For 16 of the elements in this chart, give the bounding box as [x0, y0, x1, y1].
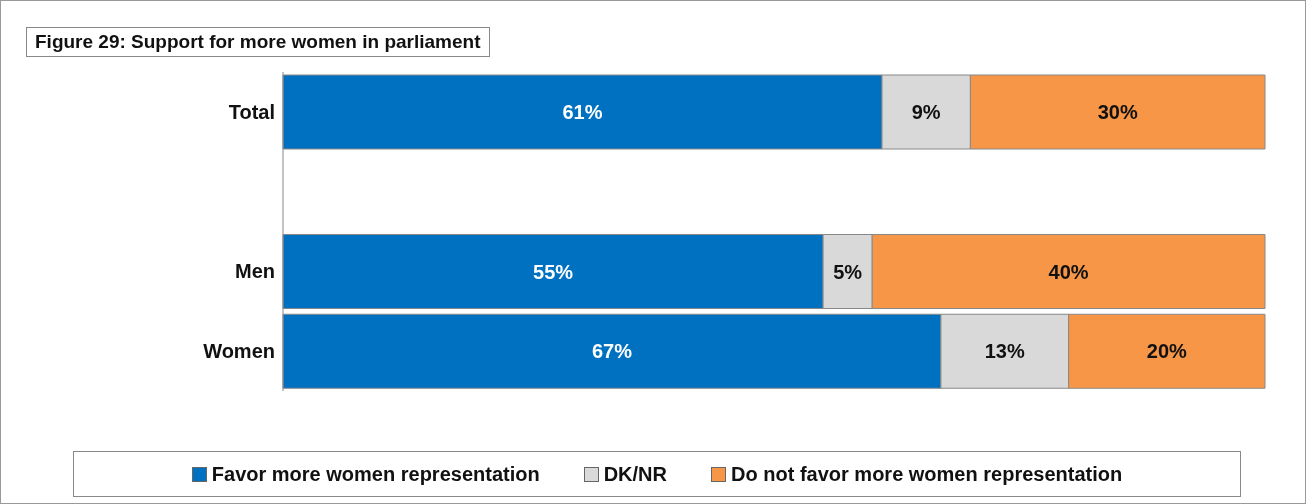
y-tick-label: Total [228, 100, 275, 123]
data-label: 9% [911, 101, 941, 123]
legend-label: DK/NR [602, 462, 668, 486]
legend-label: Do not favor more women representation [730, 462, 1123, 486]
text: Favor more women representation [210, 462, 540, 486]
data-label: 40% [1048, 260, 1089, 283]
data-label: 61% [562, 101, 603, 123]
chart-title: Figure 29: Support for more women in parliament [26, 27, 490, 57]
data-label: 20% [1146, 340, 1188, 363]
y-tick-label: Men [235, 260, 275, 283]
data-label: 55% [533, 260, 574, 283]
y-tick-label: Women [203, 340, 275, 363]
data-label: 5% [833, 260, 863, 283]
data-label: 13% [984, 340, 1025, 363]
data-label: 30% [1097, 101, 1138, 123]
data-label: 67% [591, 340, 633, 363]
